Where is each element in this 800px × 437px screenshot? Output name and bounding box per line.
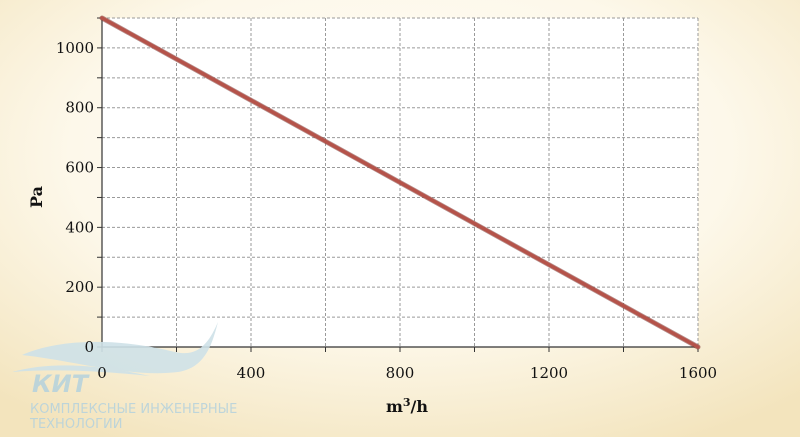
y-tick-label: 800: [65, 99, 94, 117]
x-axis-label: m3/h: [386, 396, 428, 417]
y-tick-label: 200: [65, 278, 94, 296]
watermark-brand: КИТ: [32, 370, 90, 398]
watermark-line2: ТЕХНОЛОГИИ: [29, 417, 122, 432]
x-tick-label: 1600: [679, 364, 717, 382]
x-tick-label: 400: [237, 364, 266, 382]
wave-icon: [22, 322, 218, 374]
series-layer: [99, 15, 701, 350]
series-line: [100, 16, 700, 349]
y-axis-label: Pa: [27, 186, 46, 208]
watermark-line1: КОМПЛЕКСНЫЕ ИНЖЕНЕРНЫЕ: [30, 402, 237, 417]
x-tick-label: 0: [97, 364, 107, 382]
x-tick-label: 1200: [530, 364, 568, 382]
y-tick-label: 1000: [56, 39, 94, 57]
tick-labels: 0 200 400 600 800 1000 0 400 800 1200 1600: [56, 39, 717, 382]
watermark-logo: КИТ КОМПЛЕКСНЫЕ ИНЖЕНЕРНЫЕ ТЕХНОЛОГИИ: [12, 322, 237, 432]
wave-icon-2: [12, 365, 150, 376]
grid: [102, 17, 699, 347]
axes: [97, 17, 699, 352]
y-tick-label: 0: [84, 338, 94, 356]
y-tick-label: 600: [65, 159, 94, 177]
x-tick-label: 800: [386, 364, 415, 382]
y-tick-label: 400: [65, 218, 94, 236]
